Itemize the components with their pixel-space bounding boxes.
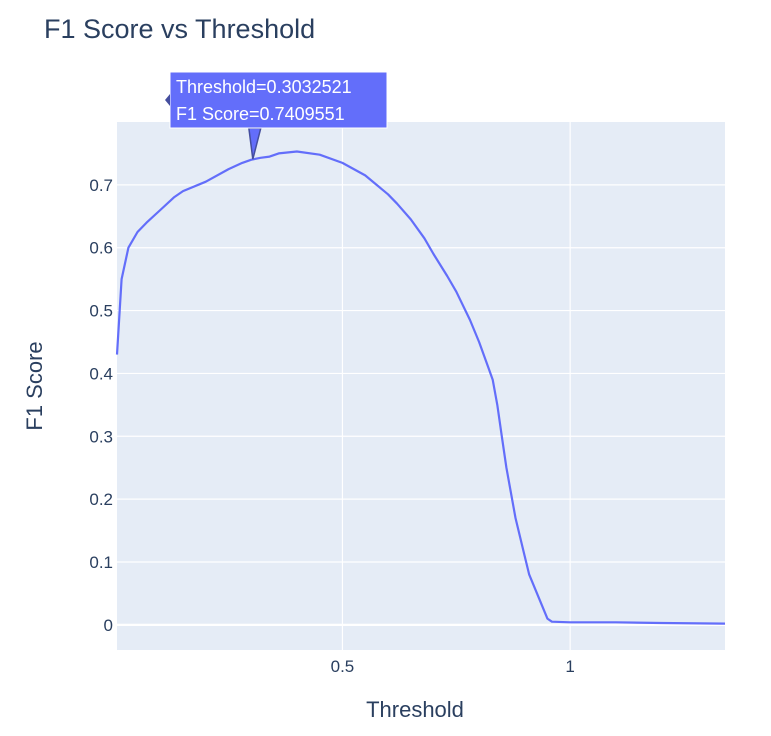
x-axis-title: Threshold xyxy=(366,697,464,722)
y-tick-label: 0.7 xyxy=(89,176,113,195)
hover-threshold-text: Threshold=0.3032521 xyxy=(176,77,352,97)
y-tick-labels: 0 0.1 0.2 0.3 0.4 0.5 0.6 0.7 xyxy=(89,176,113,635)
series-line xyxy=(115,150,726,625)
plot-background xyxy=(117,122,725,650)
x-tick-labels: 0.5 1 xyxy=(331,657,575,676)
y-axis-title: F1 Score xyxy=(22,341,47,430)
y-tick-label: 0.5 xyxy=(89,302,113,321)
hover-tooltip: Threshold=0.3032521 F1 Score=0.7409551 xyxy=(165,71,388,160)
y-tick-label: 0.1 xyxy=(89,553,113,572)
series-group[interactable] xyxy=(115,150,726,625)
y-tick-label: 0.6 xyxy=(89,239,113,258)
hover-notch xyxy=(165,94,170,106)
hover-f1-text: F1 Score=0.7409551 xyxy=(176,104,345,124)
hover-box xyxy=(169,71,388,129)
y-tick-label: 0.2 xyxy=(89,490,113,509)
y-tick-label: 0 xyxy=(104,616,113,635)
x-tick-label: 0.5 xyxy=(331,657,355,676)
x-tick-label: 1 xyxy=(565,657,574,676)
y-tick-label: 0.4 xyxy=(89,364,113,383)
chart-title: F1 Score vs Threshold xyxy=(44,14,316,44)
grid xyxy=(117,122,725,650)
y-tick-label: 0.3 xyxy=(89,427,113,446)
